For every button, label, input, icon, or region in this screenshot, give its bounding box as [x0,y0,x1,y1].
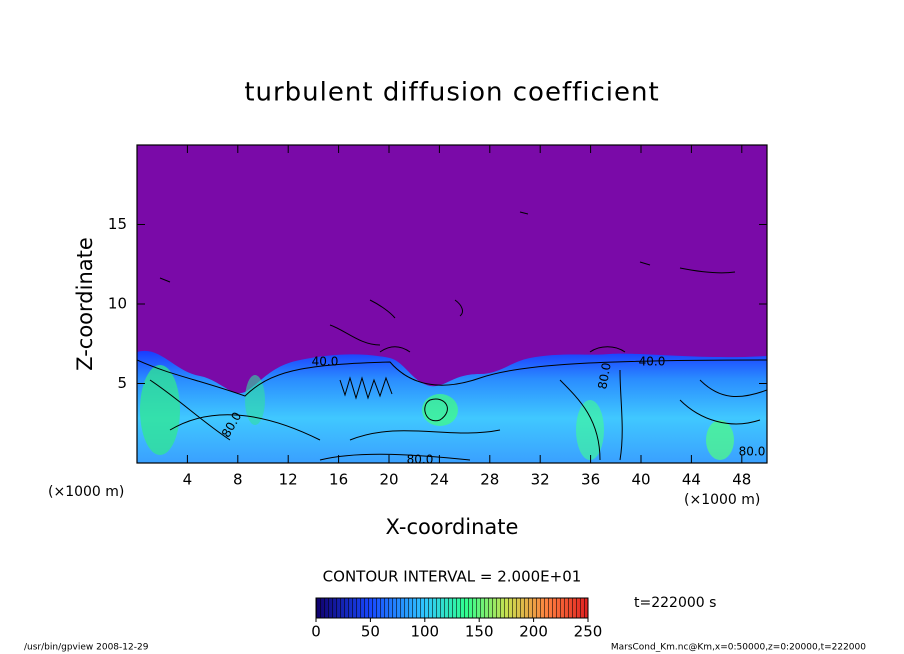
x-unit-label: (×1000 m) [684,492,760,508]
field [137,145,767,463]
chart-title: turbulent diffusion coefficient [244,78,659,108]
footer-right: MarsCond_Km.nc@Km,x=0:50000,z=0:20000,t=… [611,643,866,653]
x-tick-label: 32 [531,471,550,489]
x-tick-label: 28 [480,471,499,489]
x-tick-label: 24 [430,471,449,489]
colorbar-tick-label: 200 [519,623,548,641]
colorbar-tick-label: 50 [361,623,380,641]
contour-label: 80.0 [407,453,434,467]
contour-label: 40.0 [312,355,339,369]
x-tick-label: 44 [682,471,701,489]
x-tick-label: 12 [279,471,298,489]
contour-label: 80.0 [739,445,766,459]
colorbar-tick-label: 0 [311,623,321,641]
x-tick-label: 36 [581,471,600,489]
x-unit-label: (×1000 m) [48,484,124,500]
x-tick-label: 48 [732,471,751,489]
y-tick-label: 10 [108,295,127,313]
y-axis-label: Z-coordinate [73,237,97,371]
contour-label: 40.0 [639,355,666,369]
colorbar-frame [315,597,589,619]
colorbar-tick-label: 250 [574,623,603,641]
x-tick-label: 20 [379,471,398,489]
contour-label: 80.0 [595,362,613,391]
x-tick-label: 8 [233,471,243,489]
x-tick-label: 4 [183,471,193,489]
x-tick-label: 40 [631,471,650,489]
y-tick-label: 15 [108,215,127,233]
colorbar-tick-label: 100 [410,623,439,641]
contour-interval: CONTOUR INTERVAL = 2.000E+01 [323,568,582,586]
y-tick-label: 5 [117,374,127,392]
time-label: t=222000 s [634,595,716,611]
colorbar-tick-label: 150 [465,623,494,641]
x-axis-label: X-coordinate [386,515,519,539]
x-tick-label: 16 [329,471,348,489]
footer-left: /usr/bin/gpview 2008-12-29 [24,643,149,653]
